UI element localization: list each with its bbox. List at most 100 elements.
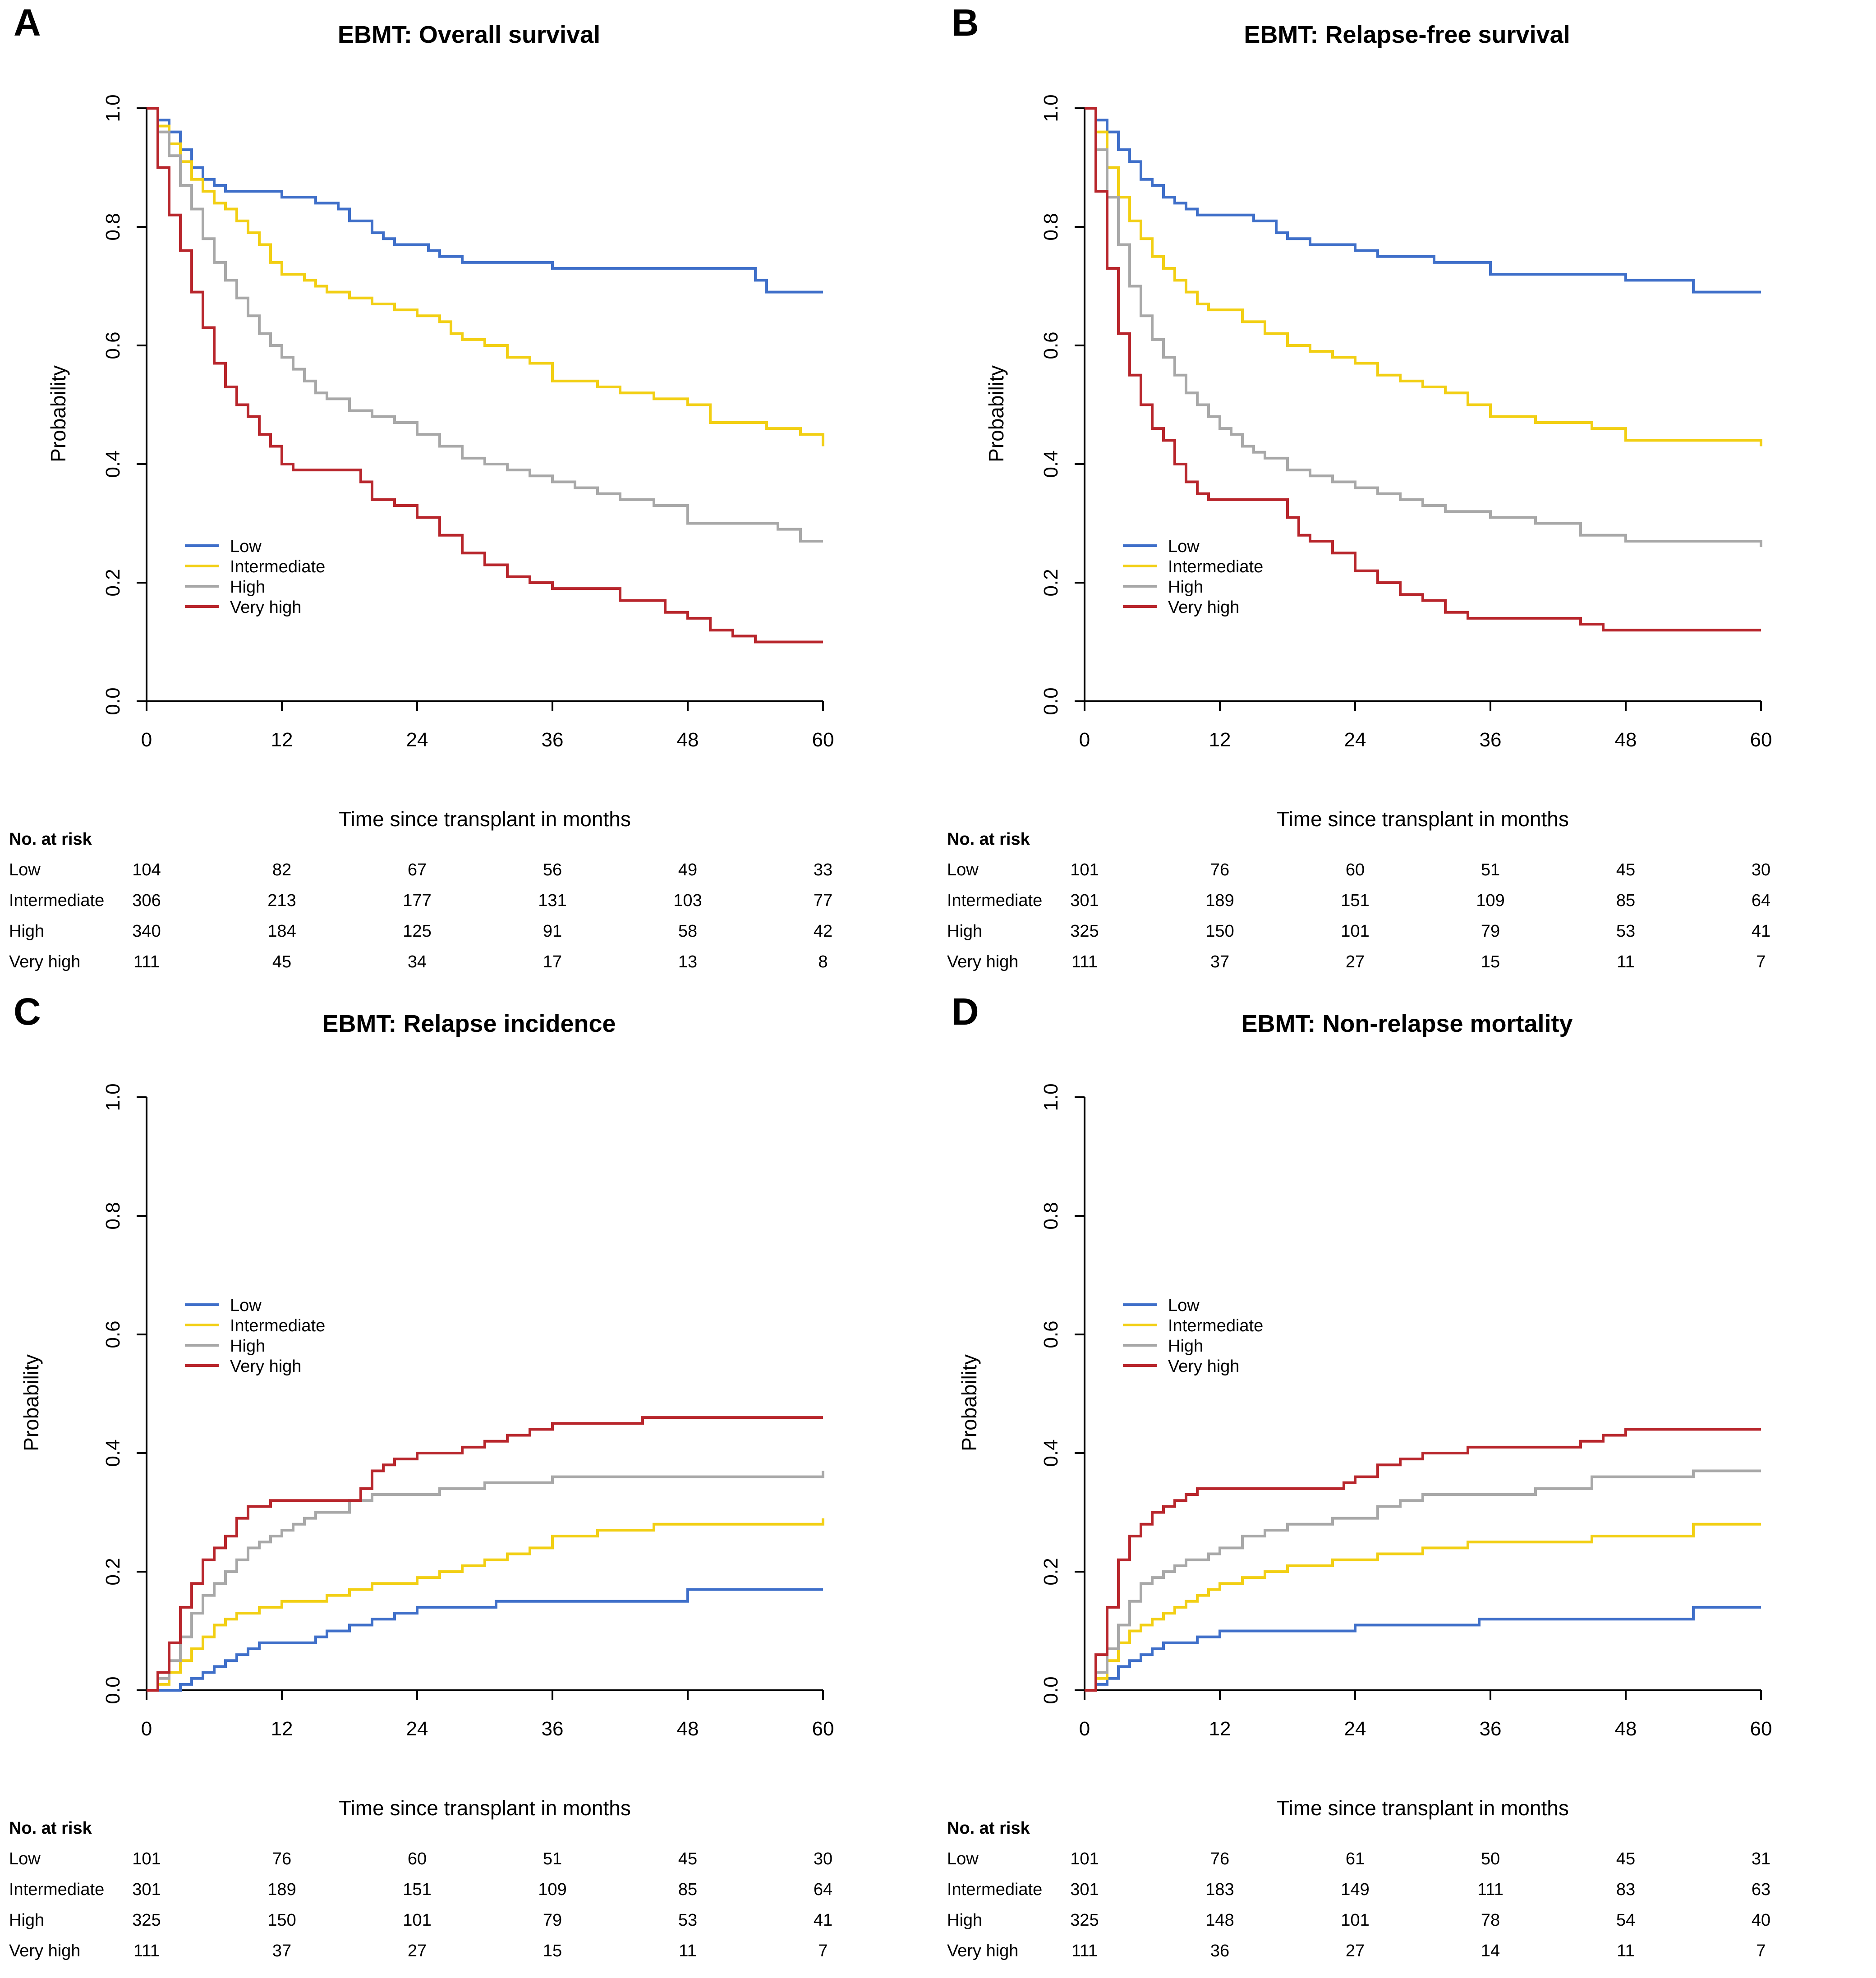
y-tick-label: 1.0 [1040, 1083, 1062, 1111]
y-tick-label: 0.2 [1040, 569, 1062, 596]
risk-cell: 101 [403, 1911, 432, 1930]
risk-cell: 45 [678, 1849, 698, 1868]
risk-cell: 27 [407, 1941, 427, 1960]
risk-cell: 60 [1345, 860, 1365, 879]
risk-cell: 148 [1205, 1911, 1234, 1930]
risk-row-label: High [947, 922, 983, 941]
risk-cell: 325 [132, 1911, 161, 1930]
x-tick-label: 0 [1079, 1718, 1090, 1740]
series-line-high [1085, 1469, 1761, 1692]
legend-label-intermediate: Intermediate [230, 1316, 325, 1335]
legend-label-high: High [230, 578, 265, 597]
risk-cell: 37 [1210, 952, 1230, 971]
y-tick-label: 0.8 [1040, 1202, 1062, 1229]
risk-row-label: Intermediate [947, 891, 1043, 910]
risk-cell: 82 [272, 860, 292, 879]
risk-cell: 325 [1070, 922, 1099, 941]
risk-cell: 109 [1476, 891, 1505, 910]
risk-cell: 91 [543, 922, 562, 941]
y-tick-label: 0.0 [102, 1676, 124, 1704]
y-tick-label: 0.4 [1040, 1439, 1062, 1467]
x-axis-label: Time since transplant in months [1277, 1796, 1569, 1820]
risk-cell: 15 [1481, 952, 1500, 971]
risk-cell: 151 [403, 1880, 432, 1899]
x-tick-label: 36 [1480, 1718, 1502, 1740]
risk-row-label: High [947, 1911, 983, 1930]
risk-row-label: Very high [947, 952, 1019, 971]
risk-cell: 79 [1481, 922, 1500, 941]
series-line-low [147, 107, 823, 294]
y-tick-label: 0.6 [1040, 1320, 1062, 1348]
y-tick-label: 0.8 [1040, 213, 1062, 240]
y-axis-label: Probability [19, 1354, 43, 1451]
risk-cell: 40 [1751, 1911, 1771, 1930]
risk-cell: 8 [818, 952, 828, 971]
risk-cell: 189 [1205, 891, 1234, 910]
series-line-low [1085, 107, 1761, 294]
risk-cell: 33 [813, 860, 833, 879]
x-tick-label: 24 [1344, 729, 1366, 751]
x-axis-label: Time since transplant in months [339, 1796, 631, 1820]
x-tick-label: 12 [1209, 1718, 1231, 1740]
risk-cell: 42 [813, 922, 833, 941]
y-tick-label: 0.0 [102, 687, 124, 715]
chart-title: EBMT: Non-relapse mortality [1241, 1010, 1573, 1037]
risk-cell: 37 [272, 1941, 292, 1960]
legend-label-very-high: Very high [230, 598, 301, 617]
panel-d: D EBMT: Non-relapse mortality 0 12 24 36 48 6… [938, 989, 1876, 1978]
risk-cell: 14 [1481, 1941, 1500, 1960]
x-tick-label: 12 [271, 1718, 293, 1740]
risk-cell: 111 [1477, 1880, 1504, 1899]
risk-cell: 30 [1751, 860, 1771, 879]
risk-table-title: No. at risk [9, 830, 92, 849]
legend-label-high: High [1168, 1337, 1203, 1356]
risk-cell: 85 [1616, 891, 1636, 910]
x-tick-label: 48 [677, 1718, 699, 1740]
risk-row-label: Intermediate [947, 1880, 1043, 1899]
y-tick-label: 1.0 [102, 94, 124, 122]
y-tick-label: 0.8 [102, 213, 124, 240]
series-line-very-high [1085, 107, 1761, 632]
risk-row-label: Very high [947, 1941, 1019, 1960]
risk-cell: 64 [1751, 891, 1771, 910]
x-tick-label: 0 [1079, 729, 1090, 751]
risk-row-label: Very high [9, 1941, 81, 1960]
x-axis-label: Time since transplant in months [339, 807, 631, 831]
risk-row-label: Low [9, 860, 41, 879]
series-line-low [147, 1588, 823, 1692]
cif-plot-non-relapse-mortality: 0 12 24 36 48 60 0.0 0.2 0.4 0.6 0.8 1.0 Time since … [957, 1083, 1772, 1820]
risk-cell: 183 [1205, 1880, 1234, 1899]
y-tick-label: 0.6 [102, 331, 124, 359]
risk-cell: 53 [678, 1911, 698, 1930]
y-tick-label: 0.4 [1040, 450, 1062, 478]
y-tick-label: 0.4 [102, 450, 124, 478]
risk-row-label: High [9, 1911, 45, 1930]
panel-letter: A [14, 1, 41, 44]
legend-label-very-high: Very high [1168, 1357, 1239, 1376]
y-tick-label: 0.2 [102, 569, 124, 596]
risk-cell: 83 [1616, 1880, 1636, 1899]
risk-cell: 34 [407, 952, 427, 971]
risk-cell: 45 [272, 952, 292, 971]
y-tick-label: 1.0 [1040, 94, 1062, 122]
x-tick-label: 36 [542, 1718, 564, 1740]
risk-cell: 111 [133, 952, 160, 971]
chart-title: EBMT: Relapse incidence [322, 1010, 616, 1037]
legend-label-high: High [1168, 578, 1203, 597]
x-tick-label: 0 [141, 1718, 152, 1740]
cif-plot-relapse-incidence: 0 12 24 36 48 60 0.0 0.2 0.4 0.6 0.8 1.0 Time since … [19, 1083, 834, 1820]
risk-cell: 151 [1341, 891, 1370, 910]
risk-cell: 36 [1210, 1941, 1230, 1960]
risk-cell: 61 [1345, 1849, 1365, 1868]
risk-cell: 76 [1210, 1849, 1230, 1868]
series-line-intermediate [147, 1518, 824, 1692]
panel-c: C EBMT: Relapse incidence 0 12 24 36 48 60 0.0… [0, 989, 938, 1978]
y-tick-label: 0.4 [102, 1439, 124, 1467]
x-tick-label: 24 [406, 729, 428, 751]
risk-cell: 27 [1345, 1941, 1365, 1960]
risk-cell: 17 [543, 952, 562, 971]
risk-table-title: No. at risk [947, 1819, 1030, 1838]
x-tick-label: 36 [542, 729, 564, 751]
y-tick-label: 0.0 [1040, 687, 1062, 715]
panel-a: A EBMT: Overall survival 0 12 24 36 48 60 0.0 0… [0, 0, 938, 989]
